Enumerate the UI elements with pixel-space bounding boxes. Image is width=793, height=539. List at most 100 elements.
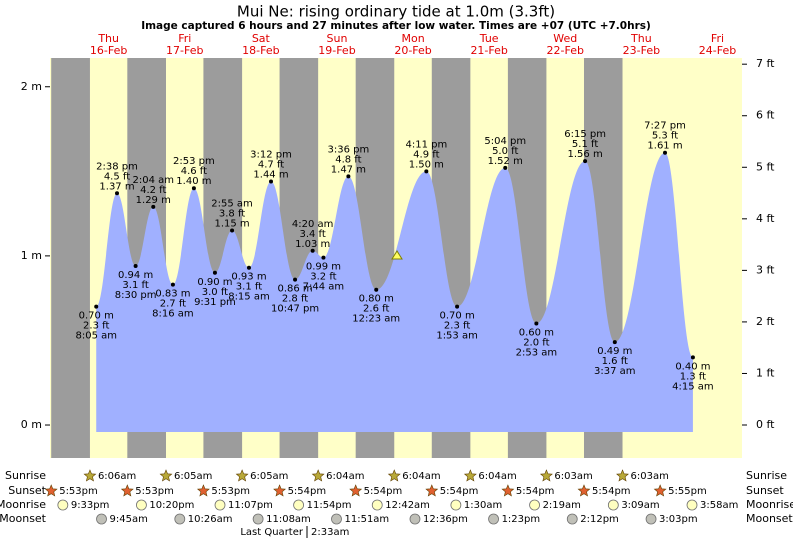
moonset-icon: [331, 513, 342, 525]
tide-label: 0.70 m: [79, 311, 114, 322]
sunset-icon: [501, 484, 515, 497]
moonrise-icon: [214, 499, 226, 511]
moonset-time: 11:51am: [344, 514, 389, 525]
day-name: Sun: [326, 32, 347, 45]
day-date: 17-Feb: [166, 44, 203, 57]
tide-label: 3.0 ft: [202, 287, 228, 298]
tide-label: 2:04 am: [133, 175, 175, 186]
tide-point: [191, 186, 196, 191]
sunset-icon: [577, 484, 591, 497]
y2-tick-label: 2 ft: [756, 315, 775, 328]
y2-tick-label: 6 ft: [756, 109, 775, 122]
tide-label: 8:15 am: [228, 292, 270, 303]
tide-label: 0.80 m: [359, 294, 394, 305]
moonset-icon: [488, 513, 499, 525]
row-label: Moonset: [0, 512, 47, 525]
moonset-time: 12:36pm: [423, 514, 468, 525]
tide-label: 2.0 ft: [523, 338, 549, 349]
sunrise-time: 6:03am: [631, 471, 669, 482]
sunrise-icon: [616, 469, 629, 482]
tide-label: 5.0 ft: [492, 146, 518, 157]
sunrise-time: 6:05am: [174, 471, 212, 482]
moon-phase: Last Quarter: [240, 527, 304, 538]
sunrise-time: 6:04am: [478, 471, 516, 482]
moonrise-time: 3:58am: [700, 500, 738, 511]
tide-label: 0.99 m: [306, 262, 341, 273]
tide-label: 2.8 ft: [282, 294, 308, 305]
moonset-time: 2:12pm: [580, 514, 619, 525]
tide-label: 0.40 m: [675, 361, 710, 372]
tide-label: 4.8 ft: [335, 154, 361, 165]
moonrise-icon: [293, 499, 304, 511]
tide-label: 1.44 m: [253, 169, 288, 180]
sunset-icon: [196, 484, 210, 497]
tide-label: 1.15 m: [214, 219, 249, 230]
sunrise-icon: [539, 469, 553, 482]
tide-label: 1.50 m: [409, 159, 444, 170]
tide-label: 0.86 m: [277, 284, 312, 295]
tide-label: 7:27 pm: [644, 121, 686, 132]
sunset-time: 5:53pm: [59, 486, 98, 497]
sunrise-icon: [463, 469, 477, 482]
moonset-icon: [174, 513, 186, 525]
sunrise-icon: [159, 469, 173, 482]
moonrise-time: 9:33pm: [71, 500, 110, 511]
tide-label: 10:47 pm: [271, 304, 319, 315]
tide-point: [115, 191, 120, 196]
sunset-icon: [44, 484, 58, 497]
tide-point: [94, 304, 99, 309]
tide-label: 1.56 m: [568, 149, 603, 160]
row-label: Moonset: [746, 512, 793, 525]
moonset-icon: [96, 513, 107, 525]
tide-label: 4.6 ft: [181, 166, 207, 177]
tide-point: [170, 282, 175, 287]
sunset-icon: [653, 484, 667, 497]
tide-point: [321, 255, 326, 260]
tide-point: [503, 165, 508, 170]
row-label: Sunrise: [5, 469, 46, 482]
tide-label: 2.6 ft: [363, 304, 389, 315]
tide-point: [269, 179, 274, 184]
tide-label: 4.7 ft: [258, 159, 284, 170]
sunset-time: 5:53pm: [211, 486, 250, 497]
day-name: Fri: [178, 32, 191, 45]
y2-tick-label: 5 ft: [756, 160, 775, 173]
sunrise-icon: [235, 469, 249, 482]
moonrise-icon: [529, 499, 540, 511]
tide-point: [310, 248, 315, 253]
moonrise-icon: [371, 499, 383, 511]
moonset-icon: [409, 513, 421, 525]
moonrise-icon: [57, 499, 69, 511]
tide-label: 0.49 m: [597, 346, 632, 357]
day-date: 24-Feb: [699, 44, 736, 57]
sunset-time: 5:54pm: [288, 486, 327, 497]
sunrise-icon: [387, 469, 401, 482]
y-tick-label: 1 m: [21, 249, 42, 262]
tide-label: 1:53 am: [436, 331, 478, 342]
tide-label: 2:53 am: [516, 348, 558, 359]
tide-label: 1.47 m: [331, 164, 366, 175]
tide-label: 2:55 am: [211, 199, 253, 210]
tide-point: [455, 304, 460, 309]
tide-label: 3:36 pm: [328, 144, 370, 155]
tide-label: 1.61 m: [647, 141, 682, 152]
day-date: 19-Feb: [318, 44, 355, 57]
tide-point: [346, 174, 351, 179]
y2-tick-label: 4 ft: [756, 212, 775, 225]
moonrise-time: 10:20pm: [149, 500, 194, 511]
day-name: Tue: [479, 32, 499, 45]
day-name: Thu: [630, 32, 652, 45]
tide-label: 6:15 pm: [564, 129, 606, 140]
tide-label: 8:16 am: [152, 309, 194, 320]
y2-tick-label: 1 ft: [756, 366, 775, 379]
sunset-icon: [273, 484, 287, 497]
tide-label: 5.1 ft: [572, 139, 598, 150]
tide-label: 0.93 m: [231, 272, 266, 283]
day-date: 20-Feb: [394, 44, 431, 57]
row-label: Moonrise: [0, 498, 46, 511]
moonset-time: 3:03pm: [659, 514, 698, 525]
moonset-time: 11:08am: [266, 514, 311, 525]
tide-label: 1.3 ft: [680, 371, 706, 382]
tide-label: 1.40 m: [176, 176, 211, 187]
